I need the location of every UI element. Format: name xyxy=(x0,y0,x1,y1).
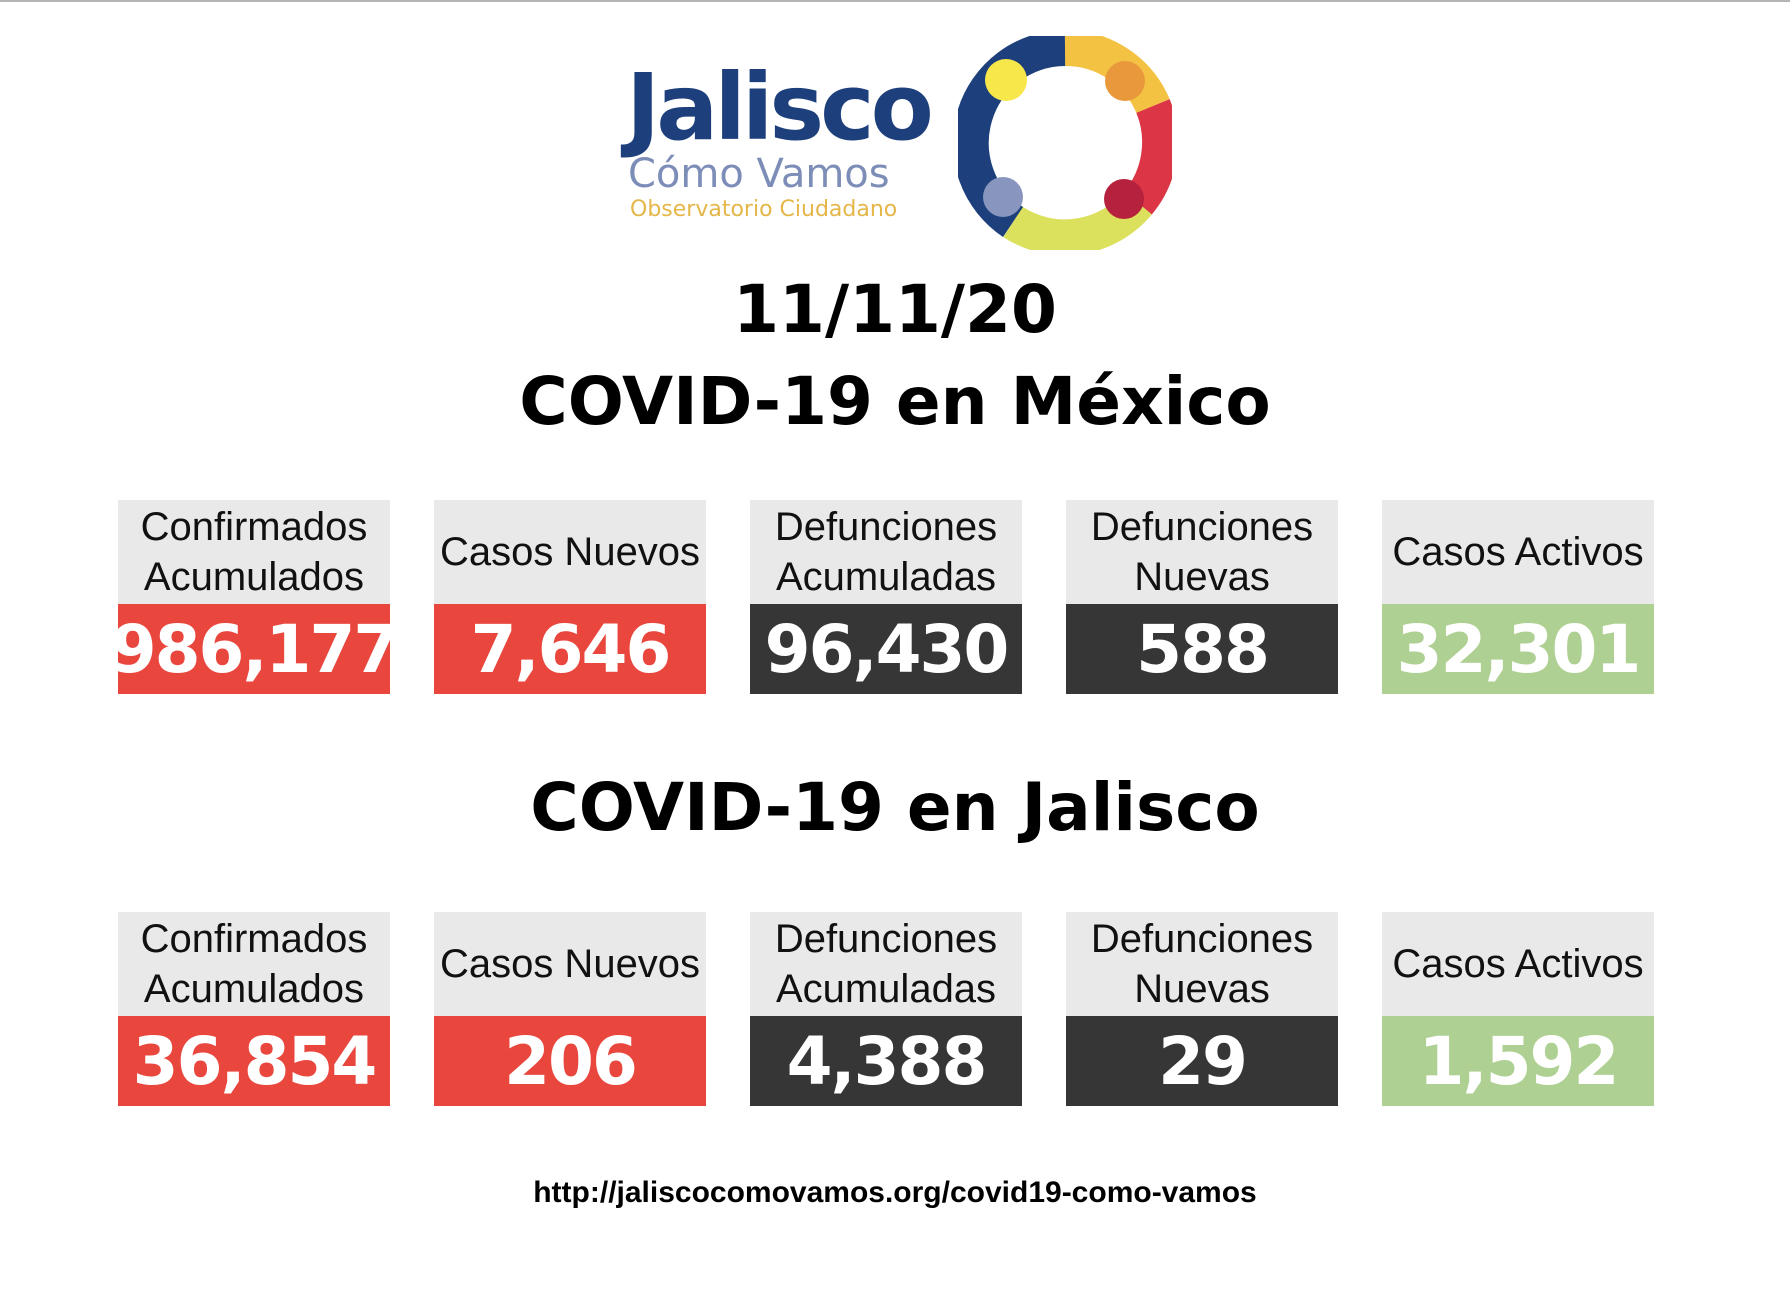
logo: Jalisco Cómo Vamos Observatorio Ciudadan… xyxy=(620,58,940,224)
logo-tagline: Observatorio Ciudadano xyxy=(630,197,898,222)
stat-card-defunciones-nuevas: Defunciones Nuevas 588 xyxy=(1066,500,1338,694)
stat-value: 96,430 xyxy=(750,604,1022,694)
logo-ring-icon xyxy=(958,36,1172,250)
stat-label: Casos Nuevos xyxy=(434,912,706,1016)
stat-card-casos-activos: Casos Activos 32,301 xyxy=(1382,500,1654,694)
stat-value: 29 xyxy=(1066,1016,1338,1106)
stat-value: 32,301 xyxy=(1382,604,1654,694)
stat-label: Casos Activos xyxy=(1382,912,1654,1016)
stat-label: Defunciones Nuevas xyxy=(1066,500,1338,604)
stat-label: Defunciones Nuevas xyxy=(1066,912,1338,1016)
stat-value: 4,388 xyxy=(750,1016,1022,1106)
stat-label: Defunciones Acumuladas xyxy=(750,912,1022,1016)
report-date: 11/11/20 xyxy=(733,271,1057,348)
stat-label: Casos Nuevos xyxy=(434,500,706,604)
stat-value: 206 xyxy=(434,1016,706,1106)
source-url: http://jaliscocomovamos.org/covid19-como… xyxy=(533,1176,1257,1209)
stat-card-casos-nuevos: Casos Nuevos 206 xyxy=(434,912,706,1106)
top-divider xyxy=(0,0,1790,2)
stat-card-casos-nuevos: Casos Nuevos 7,646 xyxy=(434,500,706,694)
stats-row-mexico: Confirmados Acumulados 986,177 Casos Nue… xyxy=(111,500,1666,694)
stat-card-casos-activos: Casos Activos 1,592 xyxy=(1382,912,1654,1106)
stat-card-defunciones-acumuladas: Defunciones Acumuladas 4,388 xyxy=(750,912,1022,1106)
stat-label: Defunciones Acumuladas xyxy=(750,500,1022,604)
stat-label: Confirmados Acumulados xyxy=(118,912,390,1016)
stat-card-defunciones-acumuladas: Defunciones Acumuladas 96,430 xyxy=(750,500,1022,694)
stat-value: 36,854 xyxy=(118,1016,390,1106)
stats-row-jalisco: Confirmados Acumulados 36,854 Casos Nuev… xyxy=(118,912,1666,1106)
stat-value: 7,646 xyxy=(434,604,706,694)
stat-value: 588 xyxy=(1066,604,1338,694)
stat-value: 1,592 xyxy=(1382,1016,1654,1106)
stat-value: 986,177 xyxy=(111,604,399,694)
section-title-jalisco: COVID-19 en Jalisco xyxy=(530,769,1260,846)
stat-card-confirmados-acumulados: Confirmados Acumulados 36,854 xyxy=(118,912,390,1106)
logo-subtitle: Cómo Vamos xyxy=(628,151,890,197)
logo-title: Jalisco xyxy=(626,54,934,161)
section-title-mexico: COVID-19 en México xyxy=(519,363,1271,440)
stat-label: Casos Activos xyxy=(1382,500,1654,604)
stat-label: Confirmados Acumulados xyxy=(118,500,390,604)
stat-card-confirmados-acumulados: Confirmados Acumulados 986,177 xyxy=(111,500,399,694)
stat-card-defunciones-nuevas: Defunciones Nuevas 29 xyxy=(1066,912,1338,1106)
